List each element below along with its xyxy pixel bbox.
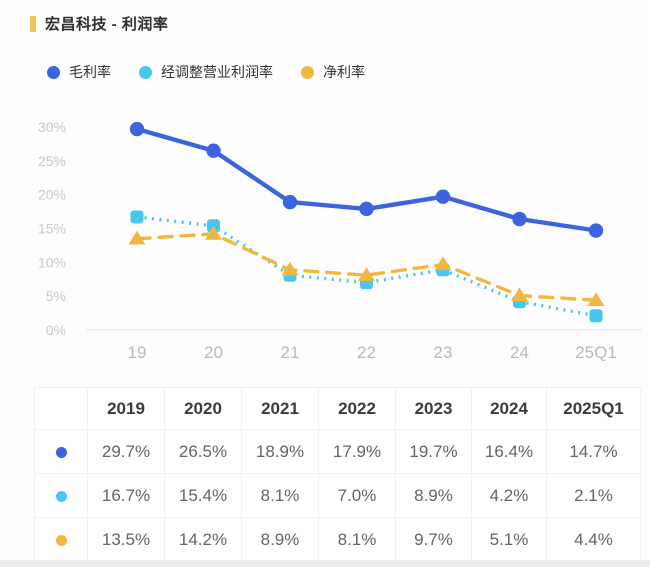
value-cell: 8.9% <box>395 473 472 518</box>
value-cell: 4.4% <box>546 517 641 562</box>
series-dot-icon <box>55 490 67 502</box>
legend-dot-icon <box>139 65 152 79</box>
x-tick-label: 19 <box>128 343 147 362</box>
value-cell: 7.0% <box>318 473 396 518</box>
chart-legend: 毛利率 经调整营业利润率 净利率 <box>47 62 365 82</box>
x-tick-label: 21 <box>281 343 300 362</box>
data-point-triangle <box>205 225 222 240</box>
data-point-circle <box>588 223 604 238</box>
values-table: 2019 2020 2021 2022 2023 2024 2025Q1 29.7% 26.5… <box>34 387 641 562</box>
y-tick-label: 30% <box>38 119 66 135</box>
title-row: 宏昌科技 - 利润率 <box>30 13 168 34</box>
x-tick-label: 23 <box>434 343 453 362</box>
series-square <box>130 210 603 323</box>
value-cell: 16.7% <box>87 473 165 518</box>
value-cell: 26.5% <box>164 429 242 474</box>
value-cell: 19.7% <box>395 429 472 474</box>
x-tick-label: 22 <box>357 343 376 362</box>
value-cell: 5.1% <box>471 517 547 562</box>
table-year-header: 2021 <box>241 387 319 430</box>
table-year-header: 2020 <box>164 387 242 430</box>
series-dot-cell <box>34 429 88 474</box>
table-row: 13.5% 14.2% 8.9% 8.1% 9.7% 5.1% 4.4% <box>34 517 641 562</box>
value-cell: 4.2% <box>471 473 547 518</box>
table-header-row: 2019 2020 2021 2022 2023 2024 2025Q1 <box>34 387 641 430</box>
data-point-square <box>207 219 220 233</box>
legend-item-3[interactable]: 净利率 <box>301 62 365 82</box>
y-tick-label: 25% <box>38 153 66 169</box>
series-dot-icon <box>55 446 67 458</box>
series-line <box>135 232 598 302</box>
data-point-triangle <box>128 230 146 245</box>
data-point-circle <box>282 194 298 210</box>
data-point-square <box>130 210 144 224</box>
table-row: 16.7% 15.4% 8.1% 7.0% 8.9% 4.2% 2.1% <box>34 473 641 518</box>
table-corner-cell <box>34 387 88 430</box>
bottom-divider <box>0 560 650 567</box>
table-year-header: 2019 <box>87 387 165 430</box>
value-cell: 8.1% <box>318 517 396 562</box>
value-cell: 29.7% <box>87 429 165 474</box>
table-year-header: 2025Q1 <box>546 387 641 430</box>
series-dot-cell <box>34 517 88 562</box>
series-dot-cell <box>34 473 88 518</box>
table-year-header: 2022 <box>318 387 396 430</box>
x-tick-label: 20 <box>204 343 223 362</box>
data-point-circle <box>129 121 145 137</box>
data-point-triangle <box>434 256 452 271</box>
data-point-circle <box>359 201 374 217</box>
x-tick-label: 25Q1 <box>575 343 617 362</box>
value-cell: 8.1% <box>241 473 319 518</box>
value-cell: 14.2% <box>164 517 242 562</box>
data-point-triangle <box>358 267 375 281</box>
table-year-header: 2024 <box>471 387 547 430</box>
legend-label: 毛利率 <box>69 64 111 80</box>
data-point-square <box>589 309 603 323</box>
page-title: 宏昌科技 - 利润率 <box>45 16 169 33</box>
value-cell: 2.1% <box>546 473 641 518</box>
legend-item-2[interactable]: 经调整营业利润率 <box>139 62 273 82</box>
legend-dot-icon <box>301 65 314 79</box>
data-point-triangle <box>281 261 299 276</box>
legend-label: 净利率 <box>323 64 365 80</box>
table-row: 29.7% 26.5% 18.9% 17.9% 19.7% 16.4% 14.7% <box>34 429 641 474</box>
data-point-circle <box>206 143 221 158</box>
data-point-circle <box>512 211 527 227</box>
y-tick-label: 15% <box>38 221 66 237</box>
series-circle <box>129 121 604 238</box>
legend-label: 经调整营业利润率 <box>161 64 273 80</box>
value-cell: 18.9% <box>241 429 319 474</box>
table-year-header: 2023 <box>395 387 472 430</box>
x-tick-label: 24 <box>510 343 529 362</box>
y-tick-label: 0% <box>46 322 66 338</box>
y-tick-label: 20% <box>38 187 66 203</box>
value-cell: 17.9% <box>318 429 396 474</box>
legend-dot-icon <box>47 65 60 79</box>
data-point-triangle <box>587 292 605 307</box>
y-tick-label: 10% <box>38 254 66 270</box>
title-accent-bar <box>30 15 36 32</box>
value-cell: 14.7% <box>546 429 641 474</box>
x-axis-ticks: 19 20 21 22 23 24 25Q1 <box>128 343 617 362</box>
values-table-wrap: 2019 2020 2021 2022 2023 2024 2025Q1 29.7% 26.5… <box>34 387 641 562</box>
value-cell: 16.4% <box>471 429 547 474</box>
line-chart-canvas[interactable]: 0% 5% 10% 15% 20% 25% 30% 19 20 21 22 23 24 25Q1 <box>0 98 650 370</box>
value-cell: 15.4% <box>164 473 242 518</box>
data-point-circle <box>435 189 451 204</box>
value-cell: 8.9% <box>241 517 319 562</box>
data-point-triangle <box>511 287 528 302</box>
value-cell: 13.5% <box>87 517 165 562</box>
y-axis-ticks: 0% 5% 10% 15% 20% 25% 30% <box>38 119 66 338</box>
series-dot-icon <box>55 534 67 546</box>
legend-item-1[interactable]: 毛利率 <box>47 62 111 82</box>
value-cell: 9.7% <box>395 517 472 562</box>
y-tick-label: 5% <box>46 288 66 304</box>
series-triangle <box>128 225 605 307</box>
